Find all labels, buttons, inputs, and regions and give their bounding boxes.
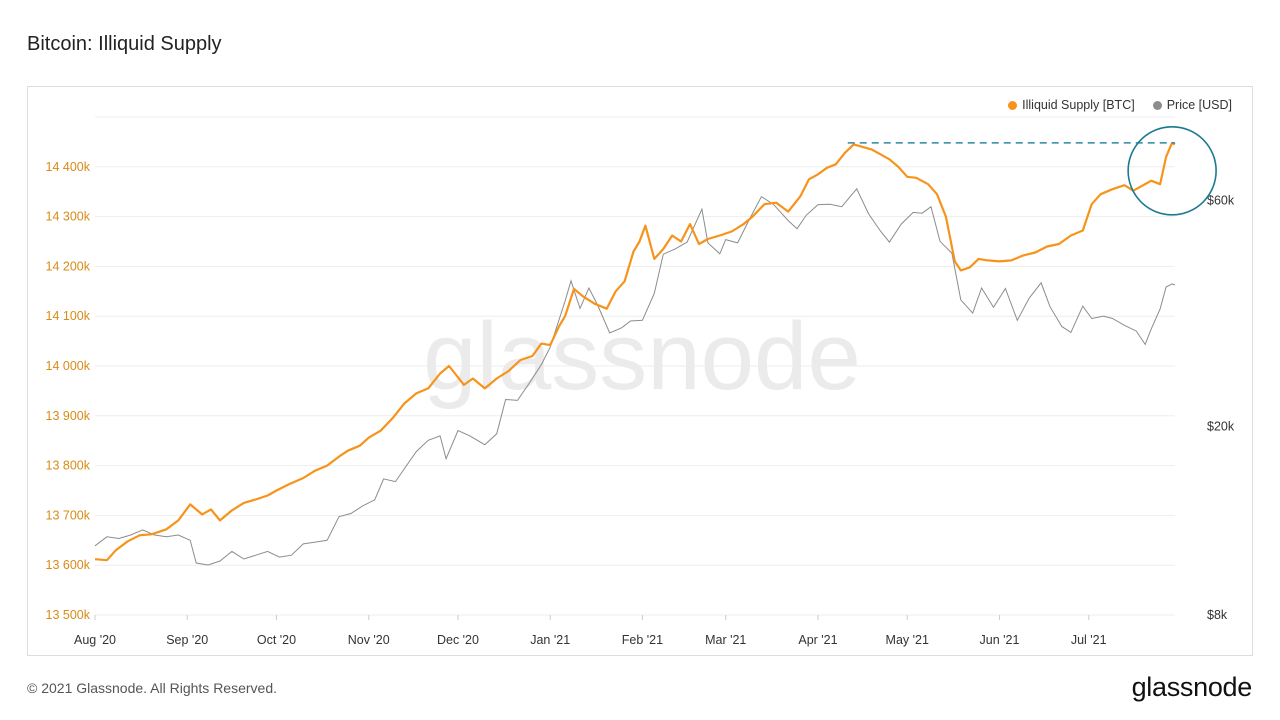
x-axis-tick-label: Jul '21 [1071,633,1107,647]
series-illiquid-supply-line [94,141,1176,562]
x-axis: Aug '20 Sep '20 Oct '20 Nov '20 Dec '20 Jan '… [74,615,1107,647]
x-axis-tick-label: Nov '20 [348,633,390,647]
x-axis-tick-label: Jun '21 [980,633,1020,647]
left-axis: 13 500k 13 600k 13 700k 13 800k 13 900k 14 00… [46,160,91,622]
left-axis-tick-label: 14 300k [46,210,91,224]
left-axis-tick-label: 13 700k [46,508,91,522]
left-axis-tick-label: 13 500k [46,608,91,622]
left-axis-tick-label: 14 000k [46,359,91,373]
right-axis-tick-label: $8k [1207,608,1228,622]
x-axis-tick-label: Apr '21 [798,633,837,647]
legend: Illiquid Supply [BTC] Price [USD] [1008,98,1232,112]
x-axis-tick-label: May '21 [886,633,929,647]
left-axis-tick-label: 14 400k [46,160,91,174]
right-axis-tick-label: $20k [1207,419,1235,433]
legend-item-price[interactable]: Price [USD] [1152,98,1232,112]
x-axis-tick-label: Dec '20 [437,633,479,647]
right-axis: $8k $20k $60k [1207,193,1235,622]
legend-item-illiquid-supply[interactable]: Illiquid Supply [BTC] [1008,98,1135,112]
watermark: glassnode [423,303,861,410]
series-price-line [94,187,1176,566]
copyright-notice: © 2021 Glassnode. All Rights Reserved. [27,680,278,696]
right-axis-tick-label: $60k [1207,193,1235,207]
x-axis-tick-label: Sep '20 [166,633,208,647]
x-axis-tick-label: Mar '21 [705,633,746,647]
x-axis-tick-label: Feb '21 [622,633,663,647]
left-axis-tick-label: 13 900k [46,409,91,423]
legend-label: Price [USD] [1166,98,1232,112]
left-axis-tick-label: 13 800k [46,459,91,473]
x-axis-tick-label: Aug '20 [74,633,116,647]
gridlines [95,116,1175,616]
x-axis-tick-label: Oct '20 [257,633,296,647]
legend-dot-icon [1152,100,1162,110]
left-axis-tick-label: 14 100k [46,309,91,323]
chart-frame: glassnode 13 500k 13 600k 13 700k 13 800k 13… [27,86,1253,656]
left-axis-tick-label: 14 200k [46,259,91,273]
brand-logo: glassnode [1131,672,1253,702]
legend-dot-icon [1008,100,1018,110]
highlight-circle [1127,125,1217,216]
left-axis-tick-label: 13 600k [46,558,91,572]
legend-label: Illiquid Supply [BTC] [1022,98,1135,112]
page-title: Bitcoin: Illiquid Supply [27,33,222,55]
x-axis-tick-label: Jan '21 [530,633,570,647]
